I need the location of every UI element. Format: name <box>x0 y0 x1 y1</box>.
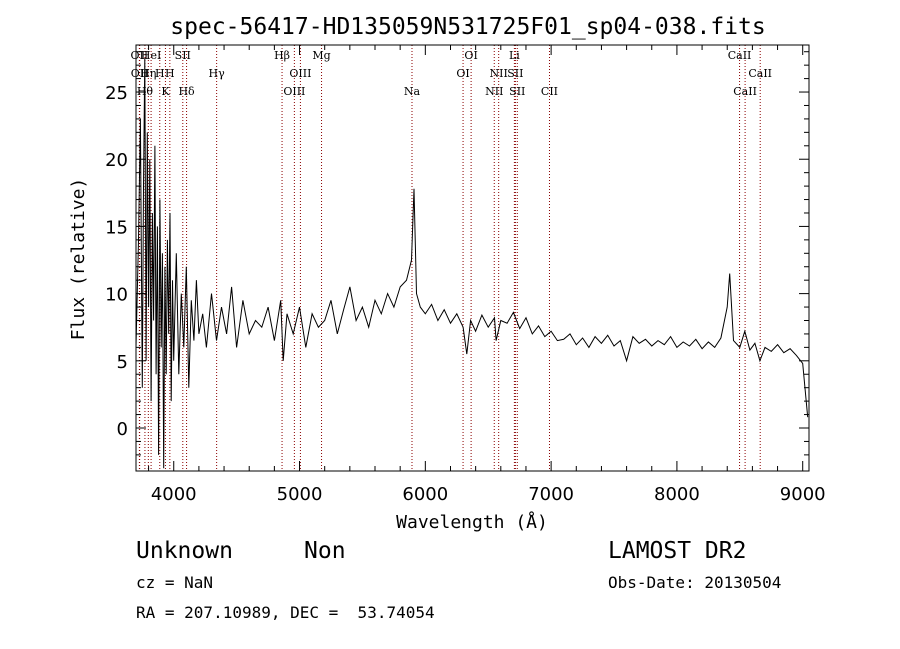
line-label-11: Hβ <box>274 49 290 62</box>
plot-frame <box>135 44 810 472</box>
coordinates: RA = 207.10989, DEC = 53.74054 <box>136 603 435 622</box>
redshift-value: cz = NaN <box>136 573 214 592</box>
x-axis-ticks: 4000 5000 6000 7000 8000 9000 <box>148 45 826 505</box>
survey-name: LAMOST DR2 <box>608 538 747 564</box>
y-axis-label: Flux (relative) <box>68 178 89 341</box>
x-tick-label-8000: 8000 <box>654 484 700 505</box>
object-name: Unknown <box>136 538 233 564</box>
obs-date: Obs-Date: 20130504 <box>608 573 782 592</box>
line-label-13: OIII <box>289 67 311 80</box>
line-label-0: OII <box>131 49 149 62</box>
spectrum-line <box>135 58 809 469</box>
line-label-6: K <box>161 85 170 98</box>
chart-title: spec-56417-HD135059N531725F01_sp04-038.f… <box>170 14 765 40</box>
line-label-4: HeI <box>141 49 161 62</box>
x-tick-label-4000: 4000 <box>151 484 197 505</box>
line-label-18: NII <box>485 85 503 98</box>
line-labels: OIIOIIHθHηHeIHKHSIIHδHγHβOIIIOIIIMgNaOIO… <box>131 49 772 98</box>
line-markers <box>138 45 761 471</box>
line-label-23: CII <box>541 85 558 98</box>
line-label-25: CaII <box>733 85 757 98</box>
y-tick-label-10: 10 <box>105 285 128 306</box>
line-label-21: SII <box>507 67 523 80</box>
y-tick-label-20: 20 <box>105 150 128 171</box>
y-tick-label-25: 25 <box>105 83 128 104</box>
line-label-10: Hγ <box>209 67 226 80</box>
line-label-26: CaII <box>748 67 772 80</box>
line-label-12: OIII <box>283 85 305 98</box>
x-tick-label-6000: 6000 <box>402 484 448 505</box>
object-class: Non <box>304 538 346 564</box>
line-label-5: H <box>155 67 165 80</box>
x-tick-label-9000: 9000 <box>780 484 826 505</box>
y-tick-label-15: 15 <box>105 217 128 238</box>
line-label-14: Mg <box>312 49 330 62</box>
y-tick-label-5: 5 <box>117 352 128 373</box>
x-tick-label-7000: 7000 <box>528 484 574 505</box>
line-label-20: Li <box>509 49 520 62</box>
line-label-15: Na <box>404 85 421 98</box>
y-axis-ticks: 0 5 10 15 20 25 <box>105 51 809 456</box>
line-label-19: NII <box>490 67 508 80</box>
x-axis-label: Wavelength (Å) <box>396 511 548 533</box>
line-label-9: Hδ <box>178 85 195 98</box>
line-label-22: SII <box>509 85 525 98</box>
line-label-1: OII <box>131 67 149 80</box>
y-tick-label-0: 0 <box>117 419 128 440</box>
line-label-8: SII <box>175 49 191 62</box>
line-label-7: H <box>165 67 175 80</box>
x-tick-label-5000: 5000 <box>277 484 323 505</box>
line-label-24: CaII <box>728 49 752 62</box>
line-label-17: OI <box>464 49 477 62</box>
line-label-16: OI <box>456 67 469 80</box>
